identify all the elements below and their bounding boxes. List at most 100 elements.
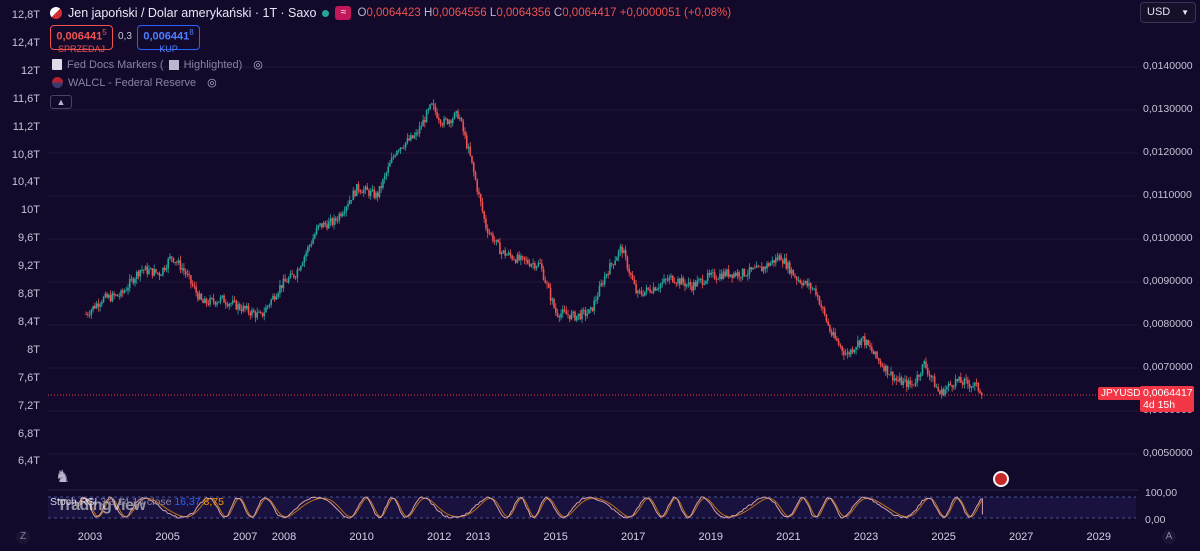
candle-body xyxy=(719,273,721,279)
timezone-button[interactable]: Z xyxy=(16,530,30,544)
candle-body xyxy=(537,262,540,267)
candle-body xyxy=(696,280,699,287)
symbol-title[interactable]: Jen japoński / Dolar amerykański · 1T · … xyxy=(68,6,317,20)
right-axis-tick: 0,0130000 xyxy=(1143,103,1193,115)
candle-body xyxy=(862,336,864,338)
candle-body xyxy=(513,259,515,261)
candle-body xyxy=(598,285,601,297)
candle-body xyxy=(256,312,259,318)
candle-body xyxy=(883,366,885,372)
time-axis-tick: 2010 xyxy=(349,531,374,543)
candle-body xyxy=(881,364,884,367)
us-event-marker-icon[interactable] xyxy=(993,471,1009,487)
candle-body xyxy=(88,314,91,316)
candle-body xyxy=(694,282,697,287)
candle-body xyxy=(553,298,555,308)
grid-lines xyxy=(48,66,1138,455)
candle-body xyxy=(825,314,828,322)
candle-body xyxy=(659,283,662,288)
candle-body xyxy=(458,117,461,119)
candle-body xyxy=(446,118,449,124)
candle-body xyxy=(710,272,712,275)
candle-body xyxy=(184,270,187,275)
candle-body xyxy=(764,266,767,269)
right-axis-tick: 0,0110000 xyxy=(1143,189,1192,201)
candle-body xyxy=(205,298,208,304)
dinosaur-icon[interactable]: ♞ xyxy=(55,467,71,486)
sell-button[interactable]: 0,0064415 SPRZEDAJ xyxy=(50,25,113,54)
candle-body xyxy=(478,191,480,195)
time-axis-tick: 2003 xyxy=(77,531,103,543)
candle-body xyxy=(884,365,887,372)
candle-body xyxy=(808,283,810,286)
indicator-fed-docs[interactable]: Fed Docs Markers ( Highlighted) ◎ xyxy=(52,58,263,71)
candle-body xyxy=(644,291,646,296)
auto-scale-button[interactable]: A xyxy=(1162,530,1176,544)
candle-body xyxy=(233,300,236,302)
candle-body xyxy=(823,308,826,315)
candle-body xyxy=(588,309,590,314)
candle-body xyxy=(486,228,489,234)
eye-hidden-icon[interactable]: ◎ xyxy=(207,77,217,89)
candle-body xyxy=(965,378,967,380)
candle-body xyxy=(841,346,843,351)
candle-body xyxy=(687,282,690,285)
candle-body xyxy=(712,272,714,274)
candle-body xyxy=(193,285,196,287)
candle-body xyxy=(277,293,279,297)
candle-body xyxy=(464,131,466,136)
eye-hidden-icon[interactable]: ◎ xyxy=(253,59,263,71)
candle-body xyxy=(500,252,503,255)
candle-body xyxy=(869,345,871,348)
candle-body xyxy=(188,273,190,276)
candle-body xyxy=(647,287,650,290)
candle-body xyxy=(794,275,796,278)
stoch-rsi-legend[interactable]: Stoch RSI 3 3 14 14 close 16,37 8,75 xyxy=(50,496,224,508)
us-flag-icon xyxy=(52,77,63,88)
bank-icon xyxy=(168,59,179,70)
left-axis-tick: 7,2T xyxy=(17,399,40,412)
candle-body xyxy=(666,279,669,281)
candle-body xyxy=(369,190,372,196)
candle-body xyxy=(111,293,114,302)
candle-body xyxy=(619,246,622,251)
candle-body xyxy=(413,135,416,139)
candle-body xyxy=(352,190,355,201)
stoch-k-line xyxy=(77,496,983,519)
time-axis-tick: 2012 xyxy=(426,531,452,543)
candle-body xyxy=(354,190,356,196)
candle-body xyxy=(530,264,533,267)
candle-body xyxy=(878,358,880,361)
candle-body xyxy=(830,331,833,336)
candle-body xyxy=(383,175,386,180)
candle-body xyxy=(139,269,142,277)
collapse-legend-button[interactable]: ▲ xyxy=(50,95,72,109)
candle-body xyxy=(457,111,459,119)
candle-body xyxy=(907,380,910,388)
candle-body xyxy=(99,304,101,307)
candle-body xyxy=(451,118,454,124)
indicator-walcl[interactable]: WALCL - Federal Reserve ◎ xyxy=(52,76,217,89)
left-axis-tick: 11,6T xyxy=(12,92,40,105)
candle-body xyxy=(914,382,917,386)
candle-body xyxy=(471,155,473,163)
candle-body xyxy=(207,303,210,305)
candle-body xyxy=(844,354,847,356)
candle-body xyxy=(963,378,966,385)
currency-select[interactable]: USD ▼ xyxy=(1140,2,1196,23)
candle-body xyxy=(771,260,774,264)
buy-button[interactable]: 0,0064418 KUP xyxy=(137,25,200,54)
candle-body xyxy=(118,296,121,297)
candle-body xyxy=(403,147,405,149)
candle-body xyxy=(565,311,568,315)
candle-body xyxy=(460,117,463,122)
candle-body xyxy=(736,272,739,276)
candle-body xyxy=(265,307,267,313)
candle-body xyxy=(282,278,285,289)
wave-icon[interactable]: ≈ xyxy=(335,6,352,20)
candle-body xyxy=(801,283,803,286)
candle-body xyxy=(273,295,276,300)
candle-body xyxy=(822,306,824,309)
candle-body xyxy=(680,277,683,285)
